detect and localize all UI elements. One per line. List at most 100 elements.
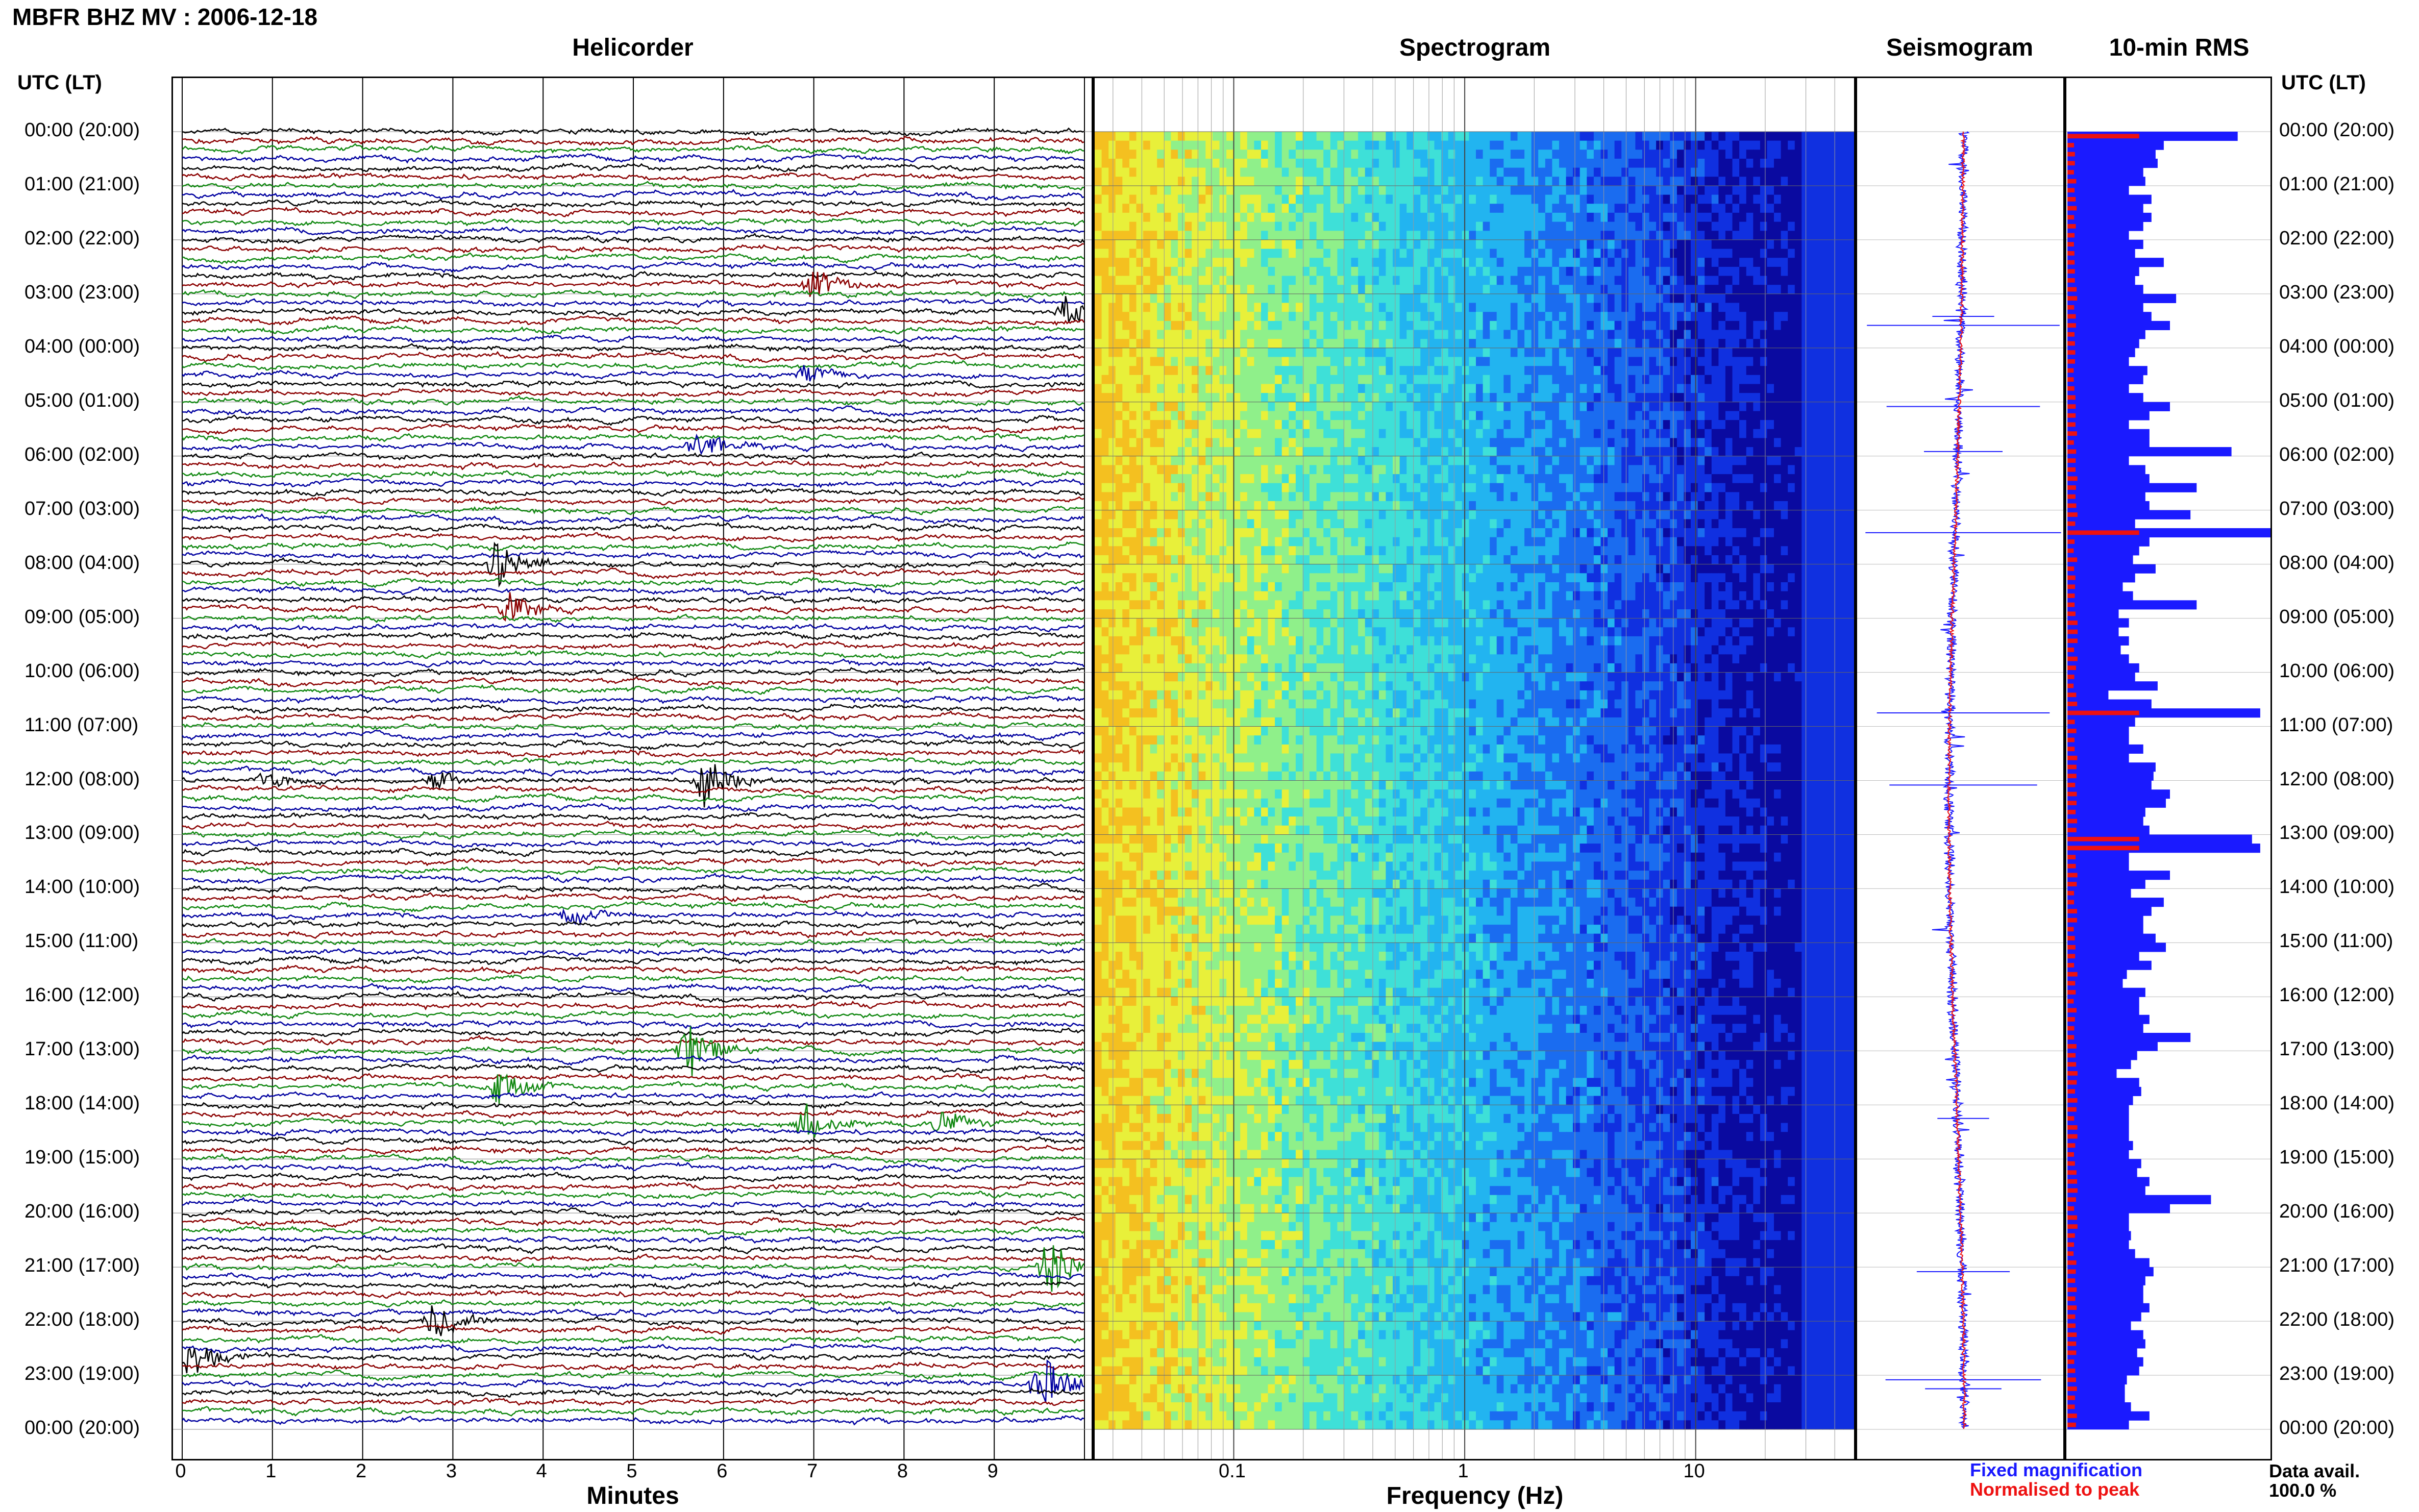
spectrogram-cell bbox=[1566, 348, 1573, 358]
page-title: MBFR BHZ MV : 2006-12-18 bbox=[12, 4, 318, 30]
spectrogram-cell bbox=[1684, 492, 1691, 502]
spectrogram-cell bbox=[1774, 492, 1782, 502]
spectrogram-cell bbox=[1829, 483, 1837, 492]
spectrogram-cell bbox=[1386, 438, 1393, 448]
spectrogram-cell bbox=[1628, 266, 1636, 277]
spectrogram-cell bbox=[1628, 212, 1636, 222]
spectrogram-cell bbox=[1476, 266, 1484, 277]
spectrogram-cell bbox=[1434, 167, 1442, 177]
spectrogram-cell bbox=[1676, 510, 1685, 519]
spectrogram-cell bbox=[1760, 276, 1768, 285]
spectrogram-cell bbox=[1420, 249, 1428, 258]
spectrogram-cell bbox=[1531, 438, 1539, 448]
spectrogram-cell bbox=[1393, 320, 1400, 331]
spectrogram-cell bbox=[1732, 140, 1740, 150]
spectrogram-cell bbox=[1767, 150, 1774, 159]
spectrogram-cell bbox=[1143, 411, 1151, 420]
spectrogram-cell bbox=[1801, 312, 1809, 321]
spectrogram-cell bbox=[1108, 231, 1116, 240]
spectrogram-cell bbox=[1351, 366, 1359, 376]
spectrogram-cell bbox=[1850, 339, 1854, 349]
spectrogram-cell bbox=[1608, 384, 1615, 393]
spectrogram-cell bbox=[1455, 429, 1463, 439]
spectrogram-cell bbox=[1538, 177, 1546, 186]
spectrogram-cell bbox=[1247, 384, 1255, 393]
helicorder-trace bbox=[181, 919, 1084, 930]
spectrogram-cell bbox=[1164, 357, 1172, 366]
spectrogram-cell bbox=[1344, 132, 1352, 141]
spectrogram-cell bbox=[1718, 402, 1726, 412]
spectrogram-cell bbox=[1628, 167, 1636, 177]
spectrogram-cell bbox=[1850, 132, 1854, 141]
spectrogram-cell bbox=[1545, 402, 1553, 412]
spectrogram-cell bbox=[1496, 474, 1504, 484]
spectrogram-cell bbox=[1774, 393, 1782, 403]
spectrogram-cell bbox=[1587, 447, 1594, 457]
spectrogram-cell bbox=[1559, 186, 1567, 195]
spectrogram-cell bbox=[1434, 276, 1442, 285]
spectrogram-cell bbox=[1711, 132, 1719, 141]
spectrogram-cell bbox=[1240, 519, 1248, 529]
spectrogram-cell bbox=[1510, 167, 1518, 177]
spectrogram-cell bbox=[1372, 312, 1379, 321]
spectrogram-cell bbox=[1150, 474, 1158, 484]
spectrogram-cell bbox=[1323, 249, 1331, 258]
spectrogram-cell bbox=[1490, 303, 1497, 312]
spectrogram-cell bbox=[1358, 231, 1366, 240]
spectrogram-cell bbox=[1531, 510, 1539, 519]
spectrogram-cell bbox=[1705, 231, 1712, 240]
spectrogram-cell bbox=[1122, 420, 1130, 430]
spectrogram-cell bbox=[1642, 384, 1650, 393]
spectrogram-cell bbox=[1718, 348, 1726, 358]
spectrogram-cell bbox=[1503, 239, 1511, 250]
spectrogram-cell bbox=[1351, 167, 1359, 177]
spectrogram-cell bbox=[1358, 339, 1366, 349]
spectrogram-cell bbox=[1483, 312, 1490, 321]
spectrogram-cell bbox=[1441, 204, 1449, 213]
spectrogram-cell bbox=[1427, 276, 1435, 285]
spectrogram-cell bbox=[1753, 320, 1761, 331]
spectrogram-cell bbox=[1247, 393, 1255, 403]
spectrogram-cell bbox=[1393, 501, 1400, 511]
spectrogram-cell bbox=[1739, 249, 1747, 258]
spectrogram-cell bbox=[1476, 150, 1484, 159]
spectrogram-cell bbox=[1767, 348, 1774, 358]
spectrogram-cell bbox=[1095, 293, 1102, 304]
helicorder-trace bbox=[182, 1063, 1084, 1074]
spectrogram-cell bbox=[1524, 339, 1532, 349]
helicorder-trace bbox=[181, 748, 1085, 758]
spectrogram-cell bbox=[1663, 429, 1671, 439]
spectrogram-cell bbox=[1441, 465, 1449, 475]
spectrogram-cell bbox=[1378, 357, 1387, 366]
spectrogram-cell bbox=[1184, 293, 1192, 304]
spectrogram-cell bbox=[1413, 348, 1421, 358]
spectrogram-cell bbox=[1393, 456, 1400, 466]
spectrogram-cell bbox=[1587, 312, 1594, 321]
spectrogram-cell bbox=[1566, 510, 1573, 519]
spectrogram-cell bbox=[1233, 186, 1241, 195]
spectrogram-cell bbox=[1600, 411, 1608, 420]
spectrogram-cell bbox=[1108, 303, 1116, 312]
spectrogram-cell bbox=[1302, 429, 1310, 439]
spectrogram-cell bbox=[1386, 231, 1393, 240]
spectrogram-cell bbox=[1122, 456, 1130, 466]
spectrogram-cell bbox=[1801, 510, 1809, 519]
spectrogram-cell bbox=[1455, 221, 1463, 231]
spectrogram-cell bbox=[1254, 375, 1262, 385]
spectrogram-cell bbox=[1815, 510, 1823, 519]
spectrogram-cell bbox=[1781, 140, 1788, 150]
spectrogram-cell bbox=[1788, 132, 1795, 141]
spectrogram-cell bbox=[1476, 320, 1484, 331]
spectrogram-cell bbox=[1157, 212, 1165, 222]
spectrogram-cell bbox=[1496, 285, 1504, 294]
spectrogram-cell bbox=[1378, 402, 1387, 412]
spectrogram-cell bbox=[1573, 429, 1581, 439]
spectrogram-cell bbox=[1517, 303, 1525, 312]
spectrogram-cell bbox=[1760, 212, 1768, 222]
spectrogram-cell bbox=[1767, 456, 1774, 466]
spectrogram-cell bbox=[1101, 258, 1109, 267]
spectrogram-cell bbox=[1434, 293, 1442, 304]
spectrogram-cell bbox=[1843, 194, 1851, 204]
spectrogram-cell bbox=[1579, 330, 1588, 339]
spectrogram-cell bbox=[1538, 312, 1546, 321]
